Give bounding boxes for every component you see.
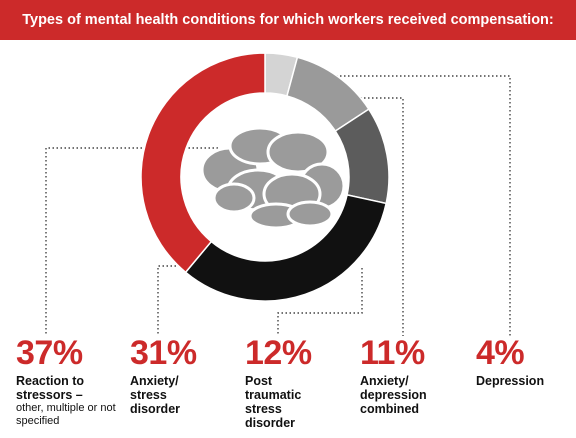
brain-icon <box>200 126 346 230</box>
category-sublabel: other, multiple or not specified <box>16 402 116 427</box>
label-anxiety-depression: 11% Anxiety/ depression combined <box>360 335 450 416</box>
category-label: Anxiety/ depression combined <box>360 374 427 416</box>
label-ptsd: 12% Post traumatic stress disorder <box>245 335 312 430</box>
label-anxiety-stress-disorder: 31% Anxiety/ stress disorder <box>130 335 210 416</box>
leader-line-ptsd <box>277 268 363 336</box>
pct-label: 12% <box>245 334 312 372</box>
category-label: Anxiety/ stress disorder <box>130 374 181 416</box>
label-depression: 4% Depression <box>476 335 566 388</box>
pct-label: 37% <box>16 334 83 372</box>
pct-label: 11% <box>360 334 425 372</box>
category-label: Reaction to stressors – <box>16 374 85 402</box>
pie-slice-0 <box>140 52 266 274</box>
pct-label: 4% <box>476 334 525 372</box>
pct-label: 31% <box>130 334 197 372</box>
label-reaction-to-stressors: 37% Reaction to stressors – other, multi… <box>16 335 116 428</box>
chart-title: Types of mental health conditions for wh… <box>0 0 576 40</box>
category-label: Depression <box>476 374 545 388</box>
category-label: Post traumatic stress disorder <box>245 374 302 430</box>
pie-slice-1 <box>184 194 388 302</box>
